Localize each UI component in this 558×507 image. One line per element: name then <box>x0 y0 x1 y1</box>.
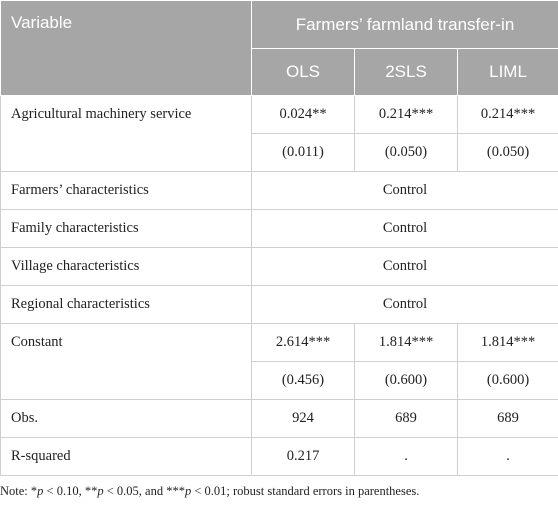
results-table: Variable Farmers’ farmland transfer-in O… <box>0 0 558 476</box>
ols-constant-se: (0.456) <box>251 361 355 400</box>
table-row: (0.456) (0.600) (0.600) <box>1 361 558 400</box>
table-row: (0.011) (0.050) (0.050) <box>1 133 558 172</box>
table-row: Agricultural machinery service 0.024** 0… <box>0 95 558 172</box>
2sls-standard-error: (0.050) <box>354 133 458 172</box>
ols-r-squared: 0.217 <box>251 437 355 476</box>
liml-header: LIML <box>456 48 558 96</box>
row-label-constant: Constant <box>0 323 252 400</box>
ols-header: OLS <box>251 48 355 96</box>
ols-constant: 2.614*** <box>251 323 355 362</box>
table-note: Note: *p < 0.10, **p < 0.05, and ***p < … <box>0 484 558 499</box>
table-row: Regional characteristics Control <box>0 285 558 324</box>
ols-standard-error: (0.011) <box>251 133 355 172</box>
table-row: Constant 2.614*** 1.814*** 1.814*** <box>0 323 558 400</box>
table-row: Family characteristics Control <box>0 209 558 248</box>
table-row: Village characteristics Control <box>0 247 558 286</box>
2sls-constant-se: (0.600) <box>354 361 458 400</box>
row-label-farmers-characteristics: Farmers’ characteristics <box>0 171 252 210</box>
row-label-agricultural-machinery: Agricultural machinery service <box>0 95 252 172</box>
control-cell: Control <box>250 209 558 248</box>
liml-constant-se: (0.600) <box>456 361 558 400</box>
row-label-village-characteristics: Village characteristics <box>0 247 252 286</box>
2sls-coefficient: 0.214*** <box>354 95 458 134</box>
control-cell: Control <box>250 285 558 324</box>
note-prefix: Note: * <box>0 484 38 498</box>
row-label-r-squared: R-squared <box>0 437 252 476</box>
row-label-regional-characteristics: Regional characteristics <box>0 285 252 324</box>
note-p-symbol: p <box>184 484 192 498</box>
2sls-obs: 689 <box>354 399 458 438</box>
liml-coefficient: 0.214*** <box>456 95 558 134</box>
header-row-models: OLS 2SLS LIML <box>1 48 558 96</box>
note-text: < 0.10, ** <box>43 484 98 498</box>
ols-coefficient: 0.024** <box>251 95 355 134</box>
2sls-r-squared: . <box>354 437 458 476</box>
liml-standard-error: (0.050) <box>456 133 558 172</box>
header-row-top: Variable Farmers’ farmland transfer-in <box>0 0 558 96</box>
note-p-symbol: p <box>97 484 104 498</box>
row-label-family-characteristics: Family characteristics <box>0 209 252 248</box>
ols-obs: 924 <box>251 399 355 438</box>
2sls-header: 2SLS <box>354 48 458 96</box>
note-p-symbol: p <box>37 484 44 498</box>
table-row: R-squared 0.217 . . <box>0 437 558 476</box>
row-label-obs: Obs. <box>0 399 252 438</box>
2sls-constant: 1.814*** <box>354 323 458 362</box>
liml-constant: 1.814*** <box>456 323 558 362</box>
control-cell: Control <box>250 171 558 210</box>
note-text: < 0.05, and *** <box>103 484 185 498</box>
table-row: Farmers’ characteristics Control <box>0 171 558 210</box>
table-row: Obs. 924 689 689 <box>0 399 558 438</box>
liml-r-squared: . <box>456 437 558 476</box>
variable-header: Variable <box>0 0 252 96</box>
liml-obs: 689 <box>456 399 558 438</box>
control-cell: Control <box>250 247 558 286</box>
dependent-variable-header: Farmers’ farmland transfer-in <box>250 0 558 49</box>
note-text: < 0.01; robust standard errors in parent… <box>191 484 420 498</box>
